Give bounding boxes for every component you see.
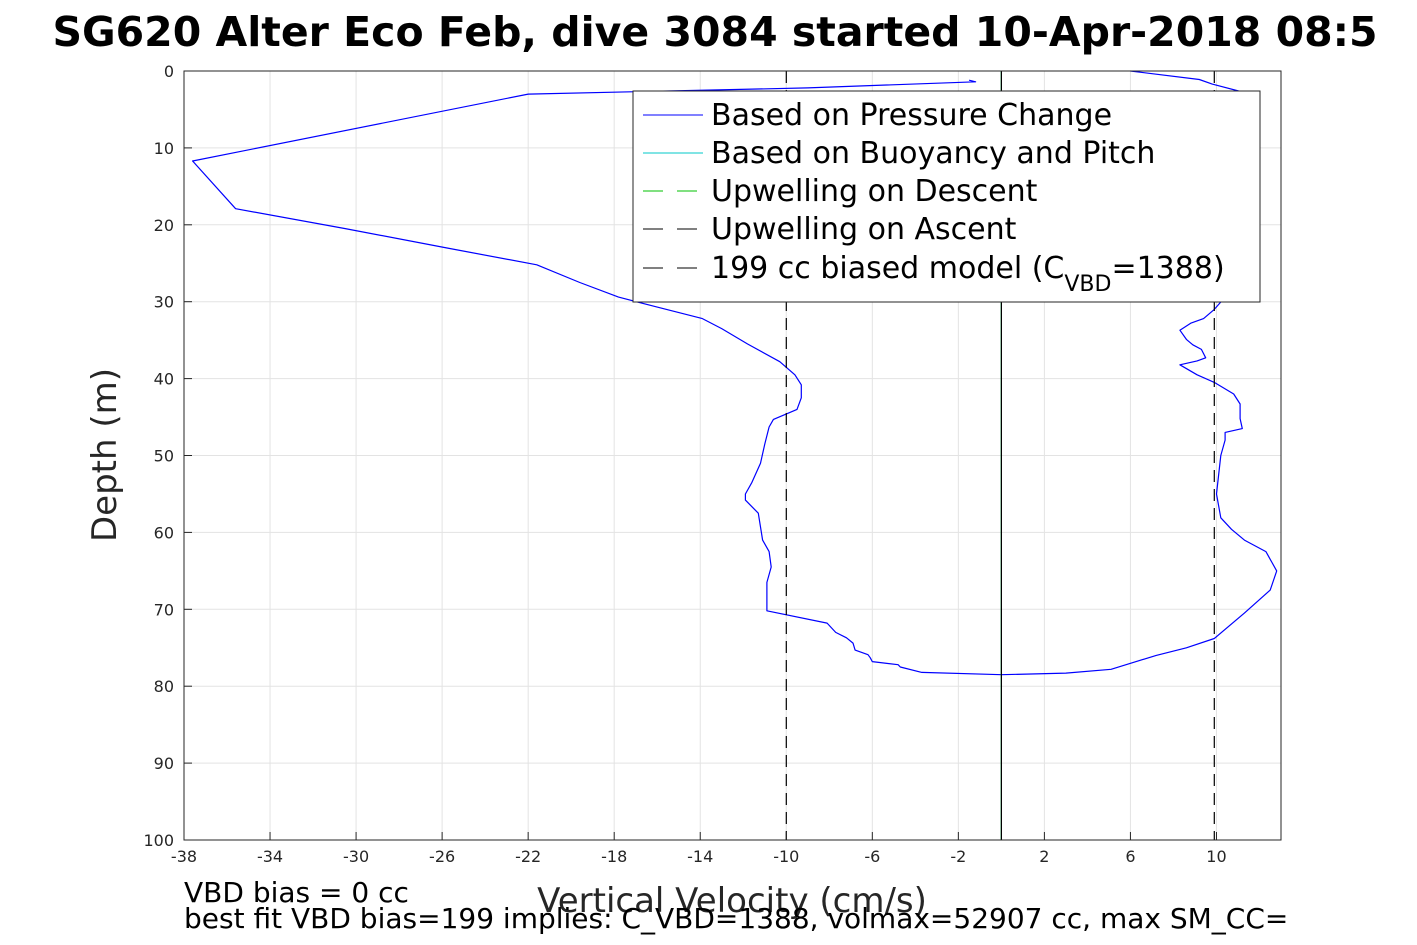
x-tick-label: -34 [257, 847, 283, 866]
x-tick-label: 6 [1125, 847, 1135, 866]
y-tick-label: 70 [154, 600, 174, 619]
x-tick-label: -38 [171, 847, 197, 866]
x-tick-label: 10 [1206, 847, 1226, 866]
legend-label-upwelling-ascent: Upwelling on Ascent [711, 212, 1017, 247]
y-tick-label: 60 [154, 523, 174, 542]
legend-label-biased-model-subscript: VBD [1064, 272, 1111, 297]
x-axis-label: Vertical Velocity (cm/s) [537, 881, 927, 921]
y-tick-label: 0 [164, 62, 174, 81]
x-tick-label: -2 [950, 847, 966, 866]
x-tick-label: 2 [1039, 847, 1049, 866]
y-tick-label: 100 [143, 831, 174, 850]
x-tick-label: -6 [864, 847, 880, 866]
x-tick-label: -10 [773, 847, 799, 866]
legend-box [632, 90, 1261, 303]
legend: Based on Pressure Change Based on Buoyan… [632, 90, 1261, 303]
legend-label-upwelling-descent: Upwelling on Descent [711, 174, 1038, 209]
y-tick-label: 80 [154, 677, 174, 696]
y-tick-label: 20 [154, 216, 174, 235]
series-line-0 [192, 70, 1278, 676]
footer-vbd-bias: VBD bias = 0 cc [184, 876, 409, 909]
legend-label-pressure-change: Based on Pressure Change [711, 98, 1112, 133]
legend-label-biased-model: 199 cc biased model (CVBD=1388) [711, 251, 1225, 297]
chart-title: SG620 Alter Eco Feb, dive 3084 started 1… [52, 8, 1377, 56]
x-tick-label: -18 [601, 847, 627, 866]
axis-ticks: -38 -34 -30 -26 -22 -18 -14 -10 -6 -2 2 6 1001020304… [143, 62, 1226, 866]
legend-label-buoyancy-pitch: Based on Buoyancy and Pitch [711, 136, 1155, 171]
y-tick-label: 10 [154, 139, 174, 158]
x-tick-label: -22 [515, 847, 541, 866]
x-tick-label: -14 [687, 847, 713, 866]
footer-best-fit: best fit VBD bias=199 implies: C_VBD=138… [184, 902, 1288, 935]
y-tick-label: 90 [154, 754, 174, 773]
x-tick-label: -30 [343, 847, 369, 866]
y-axis-label: Depth (m) [85, 368, 125, 542]
y-tick-label: 30 [154, 293, 174, 312]
legend-label-biased-model-suffix: =1388) [1111, 251, 1224, 286]
y-tick-label: 40 [154, 370, 174, 389]
y-tick-label: 50 [154, 447, 174, 466]
legend-label-biased-model-main: 199 cc biased model (C [711, 251, 1064, 286]
x-tick-label: -26 [429, 847, 455, 866]
